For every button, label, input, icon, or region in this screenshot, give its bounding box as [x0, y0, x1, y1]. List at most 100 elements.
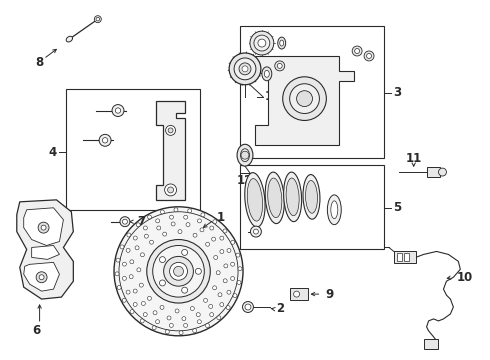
Ellipse shape — [280, 40, 284, 46]
Ellipse shape — [268, 178, 282, 218]
Circle shape — [171, 222, 175, 226]
Polygon shape — [32, 246, 59, 260]
Circle shape — [213, 286, 217, 290]
Circle shape — [296, 91, 313, 107]
Circle shape — [258, 39, 266, 47]
Circle shape — [254, 35, 270, 51]
Circle shape — [236, 253, 240, 257]
Circle shape — [39, 275, 44, 280]
Circle shape — [231, 276, 235, 280]
Circle shape — [241, 151, 249, 159]
Circle shape — [170, 262, 188, 280]
Circle shape — [141, 253, 145, 257]
Circle shape — [355, 49, 360, 54]
Text: 2: 2 — [276, 302, 284, 315]
Circle shape — [119, 212, 238, 331]
Circle shape — [122, 219, 127, 224]
Circle shape — [179, 331, 183, 335]
Circle shape — [139, 283, 143, 287]
Circle shape — [250, 31, 274, 55]
Circle shape — [200, 228, 204, 232]
Circle shape — [41, 225, 46, 230]
Text: 12: 12 — [237, 174, 253, 186]
Bar — [424, 339, 439, 349]
Polygon shape — [24, 262, 59, 291]
Text: 13: 13 — [265, 90, 281, 103]
Circle shape — [129, 275, 133, 279]
Circle shape — [193, 233, 197, 237]
Circle shape — [168, 128, 173, 133]
Ellipse shape — [247, 179, 263, 221]
Circle shape — [133, 289, 137, 293]
Circle shape — [210, 226, 214, 230]
Circle shape — [186, 222, 190, 226]
Circle shape — [283, 77, 326, 121]
Circle shape — [367, 54, 371, 58]
Ellipse shape — [237, 144, 253, 166]
Ellipse shape — [241, 149, 249, 162]
Circle shape — [120, 217, 130, 227]
Circle shape — [96, 17, 99, 21]
Circle shape — [130, 310, 134, 314]
Circle shape — [95, 16, 101, 23]
Circle shape — [143, 312, 147, 316]
Circle shape — [227, 290, 231, 294]
Circle shape — [352, 46, 362, 56]
Ellipse shape — [286, 178, 299, 216]
Circle shape — [170, 215, 173, 219]
Circle shape — [220, 249, 224, 253]
Circle shape — [159, 280, 166, 286]
Circle shape — [156, 320, 160, 324]
Circle shape — [213, 220, 217, 224]
Bar — [394, 251, 416, 264]
Circle shape — [231, 262, 235, 266]
Circle shape — [153, 246, 204, 297]
Circle shape — [122, 276, 126, 280]
Circle shape — [231, 240, 235, 244]
Ellipse shape — [245, 173, 265, 227]
Circle shape — [223, 279, 227, 283]
Bar — [66, 89, 200, 210]
Circle shape — [152, 326, 156, 330]
Circle shape — [210, 312, 214, 316]
Circle shape — [156, 219, 160, 223]
Text: 1: 1 — [216, 211, 224, 224]
Circle shape — [182, 287, 188, 293]
Circle shape — [175, 309, 179, 313]
Circle shape — [127, 233, 131, 237]
Ellipse shape — [264, 70, 270, 77]
Circle shape — [170, 323, 173, 327]
Circle shape — [203, 298, 208, 302]
Circle shape — [165, 330, 170, 334]
Circle shape — [147, 296, 151, 300]
Ellipse shape — [331, 201, 338, 219]
Circle shape — [157, 226, 161, 230]
Circle shape — [135, 246, 139, 250]
Circle shape — [201, 213, 205, 217]
Circle shape — [242, 66, 248, 72]
Circle shape — [149, 240, 153, 244]
Polygon shape — [17, 200, 74, 299]
Circle shape — [133, 236, 137, 240]
Circle shape — [188, 209, 192, 213]
Circle shape — [164, 256, 194, 286]
Circle shape — [99, 134, 111, 146]
Circle shape — [178, 230, 182, 234]
Circle shape — [290, 84, 319, 113]
Bar — [404, 253, 409, 261]
Circle shape — [163, 232, 167, 236]
Ellipse shape — [305, 180, 318, 213]
Circle shape — [238, 267, 242, 271]
Circle shape — [205, 324, 210, 328]
Bar — [240, 26, 384, 158]
Circle shape — [116, 258, 120, 262]
Circle shape — [122, 298, 126, 302]
Text: 9: 9 — [325, 288, 334, 301]
Circle shape — [223, 229, 227, 233]
Circle shape — [137, 268, 141, 272]
Circle shape — [147, 239, 210, 303]
Circle shape — [159, 257, 166, 262]
Circle shape — [364, 51, 374, 61]
Circle shape — [206, 242, 210, 246]
Circle shape — [114, 207, 243, 336]
